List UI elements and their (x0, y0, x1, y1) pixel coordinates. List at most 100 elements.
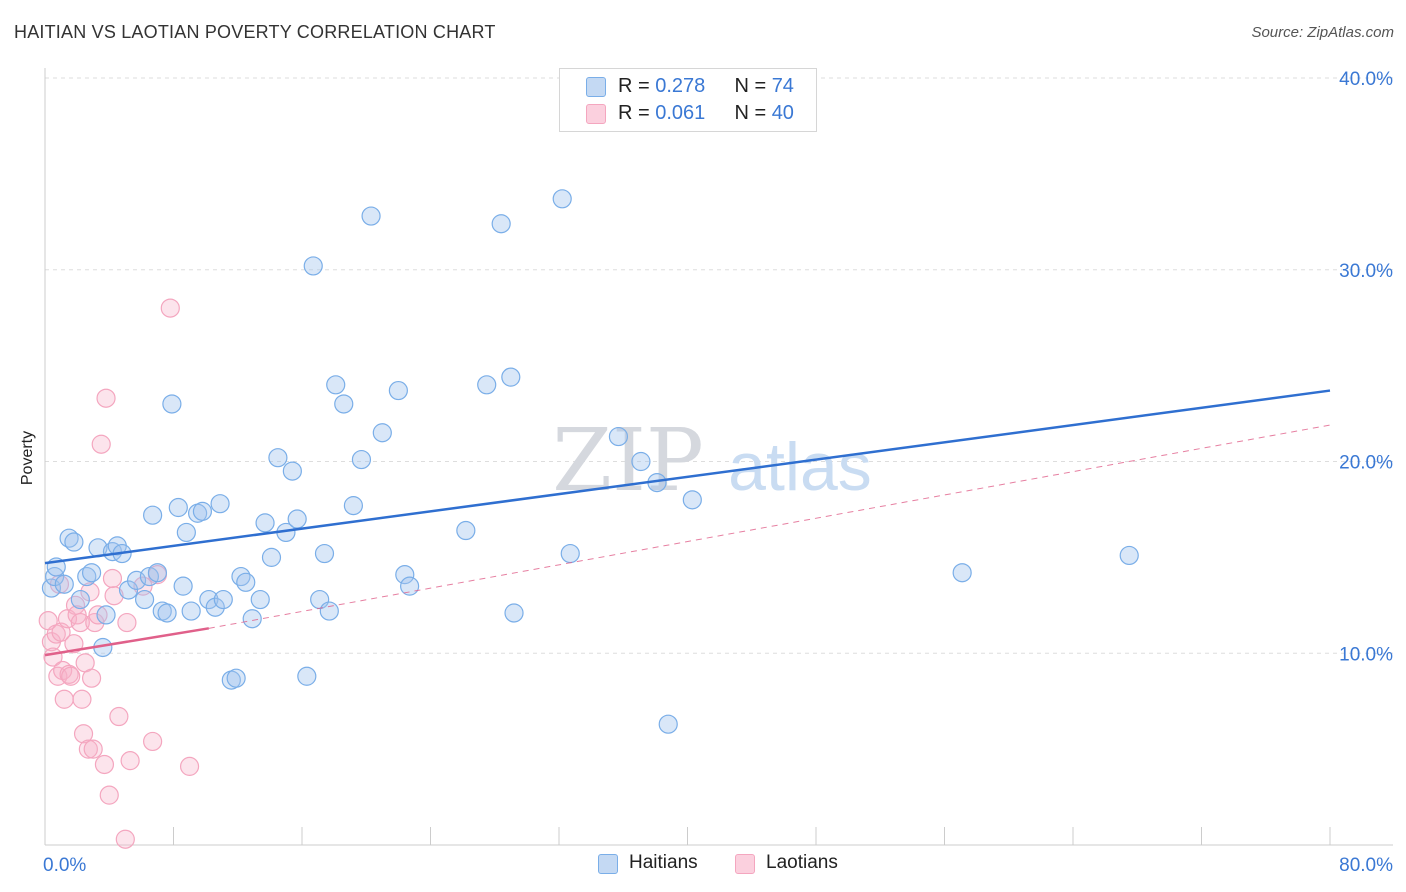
laotian-point (104, 586, 124, 606)
haitian-point (41, 578, 62, 598)
laotians-trend-extension (208, 424, 1331, 629)
laotian-point (70, 612, 90, 633)
n-value: 74 (771, 75, 794, 97)
haitian-point (70, 589, 90, 610)
laotian-point (80, 582, 100, 602)
laotian-point (85, 612, 105, 633)
haitian-point (45, 566, 65, 587)
haitian-point (334, 394, 354, 414)
haitian-point (952, 563, 972, 583)
haitian-point (560, 543, 580, 564)
gridlines (45, 77, 1393, 654)
haitian-point (388, 380, 408, 401)
haitian-point (501, 367, 521, 387)
trend-lines (44, 389, 1331, 657)
y-tick-label: 20.0% (1339, 453, 1393, 474)
laotian-point (117, 612, 137, 633)
haitian-point (147, 563, 168, 583)
haitians-swatch (586, 77, 606, 97)
r-value: 0.061 (655, 102, 706, 124)
n-value: 40 (771, 102, 794, 124)
haitian-point (395, 565, 415, 585)
haitian-point (268, 448, 288, 468)
laotian-point (96, 388, 116, 408)
n-label: N = (734, 102, 772, 124)
r-value: 0.278 (655, 75, 706, 97)
haitian-point (287, 509, 307, 529)
x-tick-label: 80.0% (1339, 855, 1393, 876)
haitian-point (456, 520, 476, 541)
laotian-point (109, 706, 129, 727)
haitians-points (41, 189, 1139, 734)
laotians-points (38, 298, 200, 849)
haitian-point (658, 714, 678, 734)
y-tick-label: 10.0% (1339, 644, 1393, 665)
haitian-point (282, 461, 302, 481)
laotian-point (78, 739, 98, 759)
haitian-point (168, 497, 188, 518)
haitian-point (400, 576, 420, 596)
haitian-point (255, 513, 275, 533)
haitian-point (173, 576, 193, 596)
correlation-stats-panel: R = 0.278 N = 74 R = 0.061 N = 40 (559, 68, 817, 132)
haitian-point (162, 394, 182, 414)
haitian-point (96, 605, 116, 625)
haitian-point (682, 490, 702, 510)
haitian-point (631, 451, 651, 472)
chart-title: HAITIAN VS LAOTIAN POVERTY CORRELATION C… (14, 22, 496, 42)
laotian-point (88, 605, 108, 625)
haitian-point (199, 589, 219, 610)
axes (44, 68, 1393, 846)
haitian-point (297, 666, 317, 686)
y-tick-label: 40.0% (1339, 69, 1393, 90)
haitian-point (477, 375, 497, 395)
laotian-point (83, 739, 103, 759)
haitian-point (343, 496, 363, 516)
haitian-point (64, 532, 84, 552)
laotians-legend-swatch (735, 854, 755, 874)
haitian-point (213, 589, 233, 610)
haitian-point (192, 501, 213, 521)
haitian-point (326, 375, 346, 395)
n-label: N = (734, 75, 772, 97)
r-label: R = (618, 102, 656, 124)
haitian-point (504, 603, 524, 623)
source-credit: Source: ZipAtlas.com (1251, 24, 1394, 41)
tick-labels: 10.0% 20.0% 30.0% 40.0% 0.0% 80.0% (43, 69, 1393, 876)
laotian-point (72, 689, 92, 709)
legend-label: Laotians (766, 852, 838, 873)
haitian-point (250, 589, 270, 610)
haitian-point (608, 426, 629, 447)
laotian-point (115, 829, 135, 849)
haitian-point (143, 505, 163, 525)
haitian-point (552, 189, 572, 209)
laotian-point (120, 751, 140, 771)
laotian-point (160, 298, 180, 318)
haitian-point (242, 609, 262, 629)
laotian-point (143, 731, 163, 752)
haitian-point (361, 206, 381, 226)
haitian-point (126, 570, 147, 590)
haitian-point (118, 580, 139, 600)
legend-label: Haitians (629, 852, 698, 873)
haitian-point (491, 214, 511, 234)
haitians-legend-swatch (598, 854, 618, 874)
haitians-trend-line (44, 389, 1331, 565)
laotians-swatch (586, 104, 606, 124)
laotian-point (179, 756, 200, 776)
laotian-point (81, 668, 102, 688)
haitian-point (236, 572, 256, 592)
laotians-trend-line (44, 627, 210, 657)
haitian-point (205, 597, 225, 617)
haitian-point (181, 601, 201, 621)
haitian-point (81, 563, 102, 583)
haitian-point (372, 423, 392, 443)
watermark-zip: ZIP (552, 411, 704, 511)
haitian-point (351, 449, 372, 470)
haitian-point (303, 256, 323, 276)
x-tick-label: 0.0% (43, 855, 86, 876)
haitian-point (261, 547, 282, 567)
haitian-point (314, 543, 335, 564)
laotian-point (73, 724, 94, 744)
